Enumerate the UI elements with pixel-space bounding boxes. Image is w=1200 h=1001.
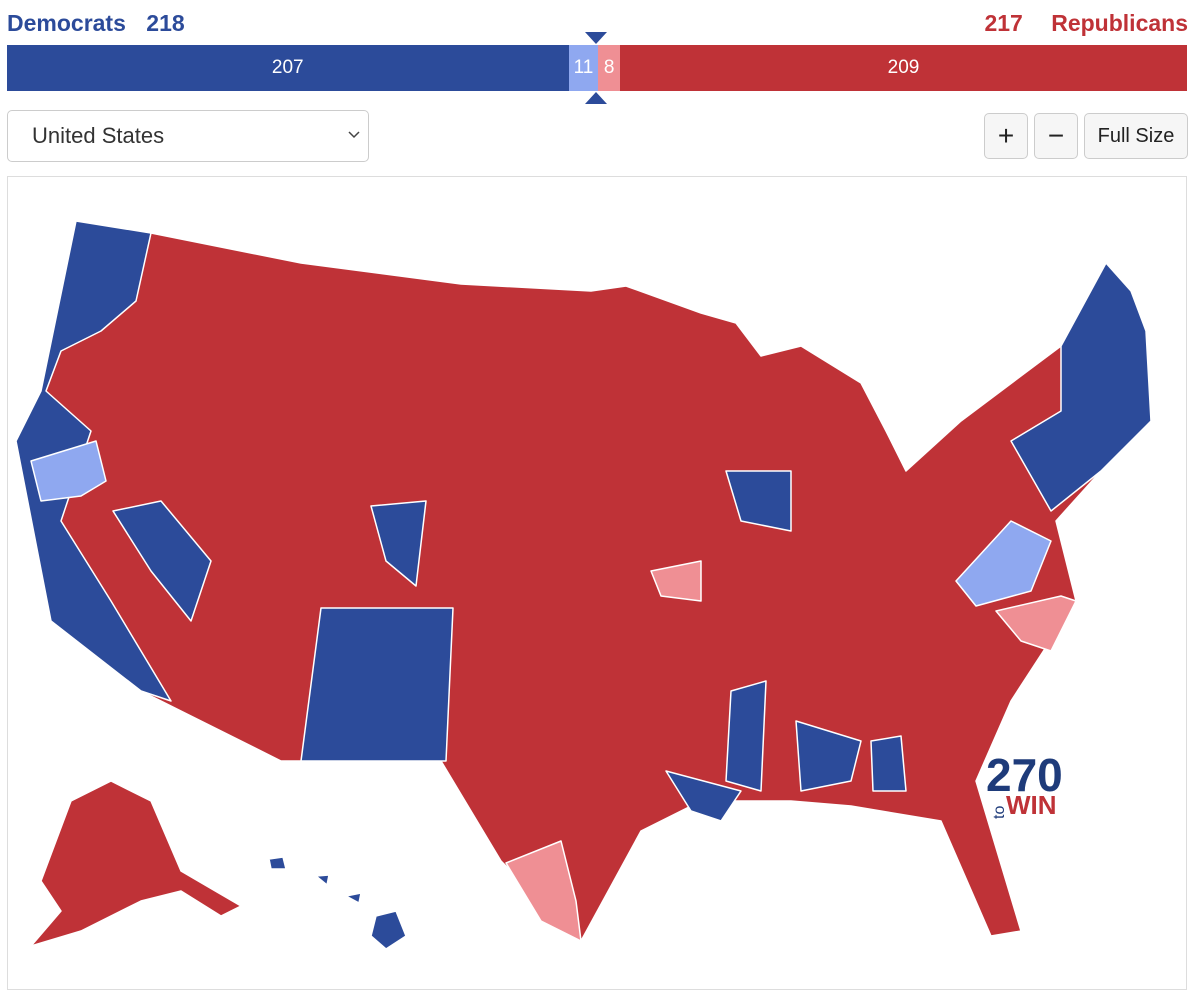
zoom-out[interactable]: −	[1034, 113, 1078, 159]
colorado-dem	[370, 500, 427, 587]
new-mexico-dem	[300, 607, 454, 762]
virginia-tossup	[955, 520, 1052, 607]
nc-lean-rep	[995, 595, 1077, 652]
dem-total: 218	[146, 10, 185, 36]
alabama-dem	[795, 720, 862, 792]
kansas-lean-rep	[650, 560, 702, 602]
texas-lean-rep	[505, 840, 582, 942]
logo: 270 to WIN	[986, 749, 1063, 820]
nevada-dem	[112, 500, 212, 622]
rep-header: 217 Republicans	[984, 10, 1188, 37]
alaska	[30, 780, 242, 947]
rep-total: 217	[984, 10, 1023, 36]
bar-segment: 207	[7, 45, 569, 91]
rep-label: Republicans	[1051, 10, 1188, 36]
mississippi-dem	[725, 680, 767, 792]
dem-label: Democrats	[7, 10, 126, 36]
bar-segment: 8	[598, 45, 621, 91]
select-value: United States	[32, 123, 165, 148]
bar-segment: 11	[568, 45, 599, 91]
georgia-dem	[870, 735, 907, 792]
map-frame: 270 to WIN	[7, 176, 1187, 990]
logo-win: WIN	[1006, 790, 1057, 820]
region-select[interactable]: United States	[7, 110, 369, 162]
logo-number: 270	[986, 749, 1063, 801]
us-map: 270 to WIN	[15, 220, 1152, 950]
zoom-in[interactable]: +	[984, 113, 1028, 159]
dem-header: Democrats 218	[7, 10, 185, 37]
northeast-dem	[1010, 262, 1152, 512]
west-coast-dem	[15, 220, 172, 702]
chevron	[348, 131, 360, 139]
illinois-dem	[725, 470, 792, 532]
hawaii	[268, 856, 407, 950]
bar-segment: 209	[620, 45, 1187, 91]
majority-marker	[585, 32, 607, 104]
louisiana-dem	[665, 770, 742, 822]
full-size[interactable]: Full Size	[1084, 113, 1188, 159]
logo-to: to	[991, 806, 1008, 819]
seat-bar: 207 11 8 209	[7, 45, 1187, 91]
norcal-tossup	[30, 440, 107, 502]
